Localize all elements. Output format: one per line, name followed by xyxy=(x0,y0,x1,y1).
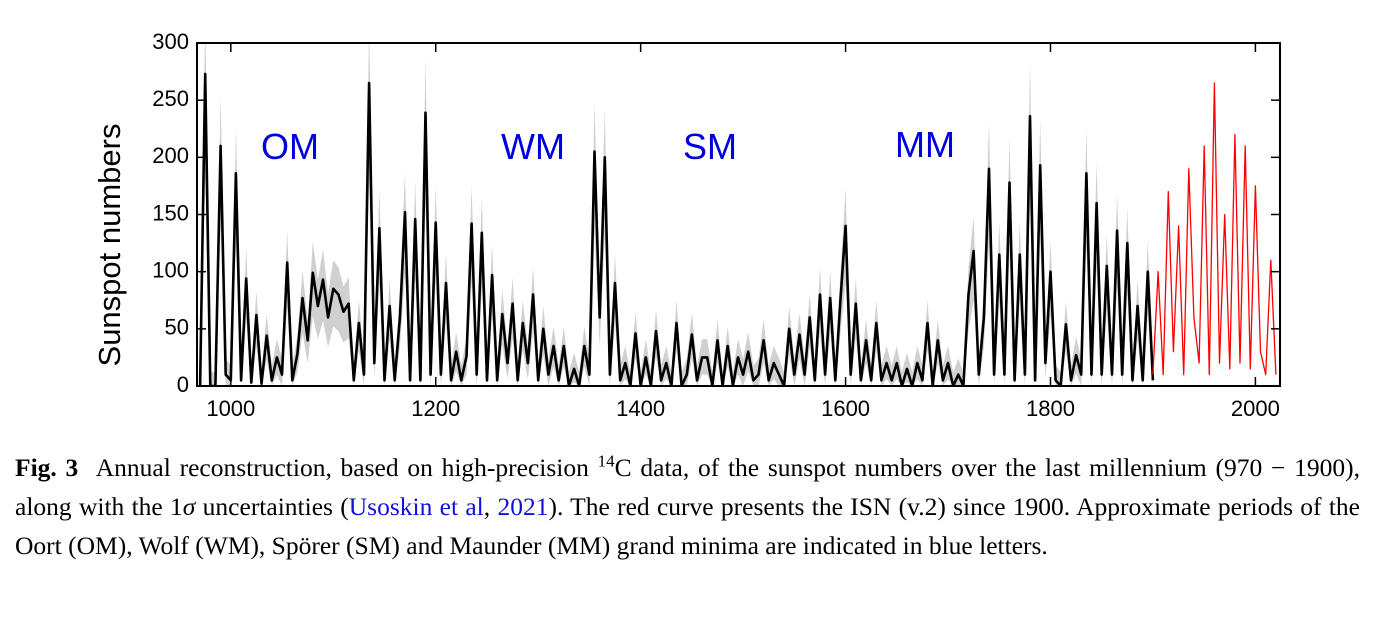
x-tick-label: 1200 xyxy=(411,396,460,421)
figure-caption: Fig. 3 Annual reconstruction, based on h… xyxy=(15,448,1360,565)
y-tick-label: 100 xyxy=(152,257,189,282)
y-tick-label: 50 xyxy=(165,315,189,340)
citation-link[interactable]: Usoskin et al xyxy=(348,492,484,521)
plot-area xyxy=(198,43,1277,386)
x-tick-label: 2000 xyxy=(1231,396,1280,421)
x-tick-label: 1800 xyxy=(1026,396,1075,421)
x-tick-label: 1000 xyxy=(206,396,255,421)
citation-link[interactable]: 2021 xyxy=(497,492,549,521)
caption-symbol: σ xyxy=(182,492,196,521)
period-label: MM xyxy=(895,124,955,165)
chart: Sunspot numbers 0 50 100 150 200 250 300 1000 12… xyxy=(92,29,1281,421)
period-label: SM xyxy=(683,126,737,167)
period-label: OM xyxy=(261,126,319,167)
y-tick-label: 250 xyxy=(152,86,189,111)
x-tick-label: 1400 xyxy=(616,396,665,421)
series-line xyxy=(1152,82,1277,376)
caption-superscript: 14 xyxy=(597,451,615,471)
x-tick-label: 1600 xyxy=(821,396,870,421)
y-tick-label: 0 xyxy=(177,372,189,397)
caption-text: ). The red curve presents the ISN (v.2) … xyxy=(15,492,1360,560)
period-label: WM xyxy=(501,126,565,167)
y-tick-label: 300 xyxy=(152,29,189,54)
caption-text: C data, of the sunspot numbers over the … xyxy=(15,453,1360,521)
caption-text: uncertainties ( xyxy=(195,492,349,521)
y-tick-label: 150 xyxy=(152,200,189,225)
y-axis-label: Sunspot numbers xyxy=(92,124,127,367)
caption-text: Annual reconstruction, based on high-pre… xyxy=(95,453,598,482)
series-line xyxy=(198,72,1155,386)
caption-label: Fig. 3 xyxy=(15,453,79,482)
y-tick-label: 200 xyxy=(152,143,189,168)
caption-text: , xyxy=(483,492,498,521)
